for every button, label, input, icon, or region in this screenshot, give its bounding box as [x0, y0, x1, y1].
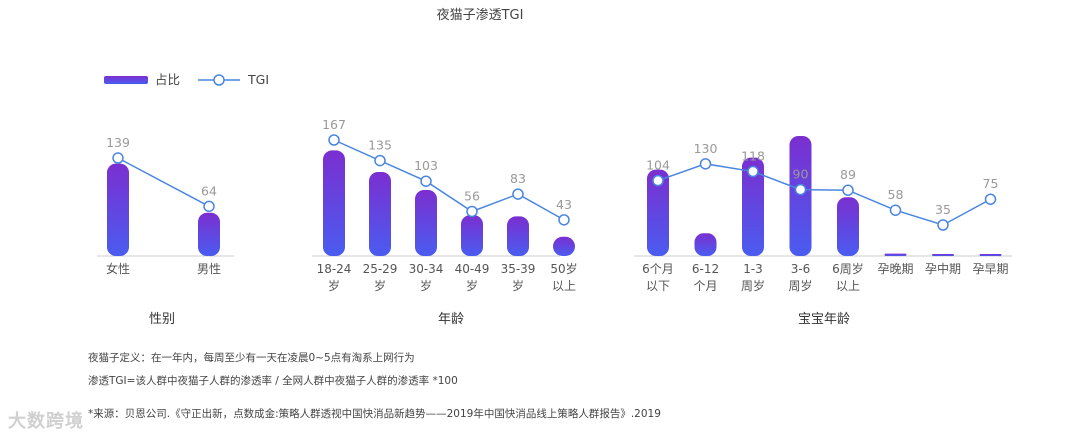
category-label: 岁 [512, 278, 524, 293]
tgi-value-label: 90 [793, 167, 809, 182]
tgi-point [842, 184, 854, 196]
panel-1: 167 135 103 56 83 43 18-24 岁 25-29 岁 30-34 岁 40-49 岁 3… [312, 117, 578, 327]
category-label: 40-49 [455, 262, 490, 276]
category-label: 孕晚期 [877, 262, 913, 276]
panel-title: 性别 [149, 312, 175, 327]
category-label: 18-24 [317, 262, 352, 276]
category-label: 1-3 [743, 262, 763, 276]
bar [932, 254, 954, 256]
tgi-point [374, 154, 386, 167]
category-label: 6-12 [692, 262, 719, 276]
category-label: 男性 [197, 262, 221, 276]
bar [369, 172, 391, 256]
category-label: 女性 [106, 261, 130, 276]
category-label: 岁 [466, 278, 478, 293]
tgi-value-label: 43 [556, 197, 572, 212]
note-source: *来源：贝恩公司.《守正出新，点数成金:策略人群透视中国快消品新趋势——2019… [88, 408, 661, 420]
category-label: 岁 [420, 278, 432, 293]
category-label: 3-6 [791, 262, 811, 276]
tgi-value-label: 75 [983, 176, 999, 191]
tgi-value-label: 56 [464, 188, 480, 203]
note-tgi-formula: 渗透TGI=该人群中夜猫子人群的渗透率 / 全网人群中夜猫子人群的渗透率 *10… [88, 375, 458, 387]
bar [647, 169, 669, 256]
tgi-point [889, 204, 902, 216]
category-label: 个月 [693, 279, 717, 293]
tgi-value-label: 83 [510, 171, 526, 186]
tgi-value-label: 167 [322, 117, 346, 132]
tgi-point [420, 175, 432, 187]
category-label: 孕中期 [925, 261, 961, 276]
category-label: 30-34 [409, 262, 444, 276]
tgi-value-label: 89 [840, 167, 856, 182]
bar [694, 233, 717, 256]
tgi-point [747, 165, 759, 178]
tgi-line [333, 139, 565, 221]
tgi-point [466, 205, 478, 218]
tgi-value-label: 35 [935, 202, 951, 217]
legend-bar-label: 占比 [155, 72, 180, 87]
bar [553, 236, 575, 256]
tgi-value-label: 58 [888, 187, 904, 202]
tgi-value-label: 139 [106, 135, 130, 150]
category-label: 以上 [836, 279, 860, 293]
panel-title: 年龄 [438, 312, 464, 327]
tgi-line [117, 157, 210, 207]
category-label: 6个月 [642, 262, 674, 276]
bar [107, 163, 129, 256]
bar [884, 253, 907, 256]
category-label: 50岁 [550, 261, 577, 276]
legend-line-marker [213, 74, 225, 86]
tgi-point [558, 214, 570, 226]
chart-title: 夜猫子渗透TGI [437, 8, 524, 23]
note-definition: 夜猫子定义：在一年内，每周至少有一天在凌晨0~5点有淘系上网行为 [88, 352, 415, 364]
tgi-value-label: 64 [201, 183, 217, 198]
tgi-point [984, 193, 997, 205]
bar [789, 136, 812, 256]
category-label: 25-29 [363, 262, 398, 276]
tgi-point [937, 219, 949, 231]
watermark-logo: 大数跨境 [8, 411, 84, 432]
tgi-point [512, 188, 524, 200]
bar [979, 254, 1002, 256]
tgi-point [699, 158, 712, 170]
category-label: 孕早期 [972, 262, 1008, 276]
tgi-line [657, 163, 991, 226]
bar [837, 197, 859, 256]
category-label: 以下 [646, 279, 670, 293]
tgi-value-label: 104 [646, 158, 670, 173]
legend-bar-swatch [104, 76, 148, 84]
category-label: 以上 [552, 279, 576, 293]
category-label: 6周岁 [832, 261, 864, 276]
bar [742, 157, 764, 256]
tgi-point [112, 152, 124, 164]
category-label: 35-39 [501, 262, 536, 276]
tgi-point [203, 200, 215, 213]
bar [415, 190, 437, 256]
panel-title: 宝宝年龄 [798, 312, 850, 327]
tgi-value-label: 130 [694, 141, 718, 156]
bar [507, 216, 529, 256]
legend-line-label: TGI [247, 72, 269, 87]
tgi-value-label: 135 [368, 138, 392, 153]
tgi-point [794, 183, 807, 196]
bar [323, 150, 345, 256]
category-label: 周岁 [741, 278, 765, 293]
category-label: 岁 [328, 278, 340, 293]
category-label: 岁 [374, 278, 386, 293]
category-label: 周岁 [788, 278, 812, 293]
tgi-value-label: 118 [741, 149, 765, 164]
legend: 占比 TGI [104, 72, 269, 87]
tgi-point [652, 174, 664, 187]
bar [198, 212, 220, 256]
tgi-point [328, 134, 340, 146]
tgi-value-label: 103 [414, 158, 438, 173]
bar [461, 215, 483, 256]
